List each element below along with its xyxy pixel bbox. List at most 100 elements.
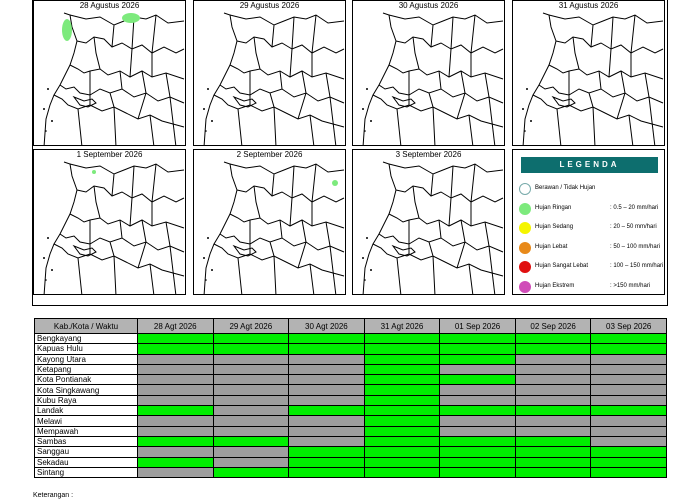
no-rain-cell	[288, 384, 365, 396]
no-rain-cell	[590, 425, 667, 437]
legend-swatch	[519, 183, 531, 195]
region-map	[203, 12, 345, 145]
no-rain-cell	[590, 363, 667, 376]
rain-cell	[514, 446, 592, 458]
rain-area	[332, 180, 338, 186]
rain-cell	[288, 405, 365, 417]
no-rain-cell	[212, 456, 290, 468]
legend-swatch	[519, 261, 531, 273]
rain-cell	[514, 466, 592, 479]
region-name: Melawi	[34, 415, 138, 427]
rain-cell	[590, 405, 667, 417]
region-name: Kubu Raya	[34, 394, 138, 407]
rain-cell	[514, 456, 592, 468]
no-rain-cell	[514, 363, 592, 376]
rain-cell	[590, 446, 667, 458]
rain-cell	[137, 456, 214, 468]
table-row: Ketapang	[34, 363, 667, 376]
map-panel: 29 Agustus 2026	[193, 0, 346, 146]
legend-item: Hujan Sangat Lebat: 100 – 150 mm/hari	[517, 261, 665, 275]
no-rain-cell	[514, 425, 592, 437]
no-rain-cell	[514, 415, 592, 427]
rain-cell	[288, 466, 365, 479]
legend-label: Hujan Ringan	[535, 204, 572, 211]
legend-swatch	[519, 222, 531, 234]
map-date-title: 1 September 2026	[76, 150, 143, 159]
no-rain-cell	[590, 415, 667, 427]
no-rain-cell	[288, 425, 365, 437]
table-row: Kota Pontianak	[34, 374, 667, 386]
rain-cell	[439, 374, 516, 386]
no-rain-cell	[590, 384, 667, 396]
rain-cell	[363, 343, 441, 355]
table-header-row: Kab./Kota / Waktu 28 Agt 2026 29 Agt 2026…	[34, 318, 667, 334]
legend-label: Berawan / Tidak Hujan	[535, 185, 596, 191]
rain-cell	[590, 456, 667, 468]
no-rain-cell	[514, 374, 592, 386]
region-name: Sambas	[34, 435, 138, 448]
rain-cell	[439, 353, 516, 365]
table-row: Landak	[34, 405, 667, 417]
no-rain-cell	[439, 384, 516, 396]
no-rain-cell	[288, 374, 365, 386]
table-row: Mempawah	[34, 425, 667, 437]
rain-cell	[363, 425, 441, 437]
no-rain-cell	[514, 353, 592, 365]
no-rain-cell	[288, 363, 365, 376]
region-name: Kota Singkawang	[34, 384, 138, 396]
no-rain-cell	[439, 394, 516, 407]
rain-cell	[363, 374, 441, 386]
no-rain-cell	[439, 415, 516, 427]
region-map	[203, 161, 345, 294]
map-date-title: 29 Agustus 2026	[239, 1, 300, 10]
rain-cell	[590, 343, 667, 355]
rain-cell	[514, 435, 592, 448]
no-rain-cell	[137, 425, 214, 437]
map-panel: 30 Agustus 2026	[352, 0, 505, 146]
legend-item: Hujan Ekstrem: >150 mm/hari	[517, 280, 665, 295]
region-name: Bengkayang	[34, 332, 138, 345]
table-row: Bengkayang	[34, 332, 667, 345]
region-name: Kayong Utara	[34, 353, 138, 365]
table-header-date: 01 Sep 2026	[439, 318, 516, 334]
no-rain-cell	[212, 415, 290, 427]
legend-label: Hujan Sangat Lebat	[535, 263, 589, 269]
rain-cell	[288, 343, 365, 355]
rain-cell	[212, 332, 290, 345]
map-date-title: 28 Agustus 2026	[79, 1, 140, 10]
map-date-title: 31 Agustus 2026	[558, 1, 619, 10]
legend-swatch	[519, 241, 531, 254]
region-map	[43, 161, 185, 294]
region-name: Ketapang	[34, 363, 138, 376]
map-panel: 1 September 2026	[33, 149, 186, 295]
rain-cell	[363, 446, 441, 458]
map-date-title: 30 Agustus 2026	[398, 1, 459, 10]
legend-range: : >150 mm/hari	[610, 282, 651, 289]
no-rain-cell	[137, 363, 214, 376]
no-rain-cell	[212, 384, 290, 396]
region-name: Landak	[34, 405, 138, 417]
rain-cell	[363, 435, 441, 448]
rain-cell	[514, 332, 592, 345]
rain-cell	[137, 343, 214, 355]
no-rain-cell	[514, 384, 592, 396]
rain-cell	[439, 435, 516, 448]
region-map	[362, 12, 504, 145]
rain-cell	[363, 332, 441, 345]
no-rain-cell	[137, 466, 214, 479]
footnote: Keterangan :	[33, 492, 74, 499]
table-row: Kubu Raya	[34, 394, 667, 407]
region-name: Sintang	[34, 466, 138, 479]
rain-cell	[514, 343, 592, 355]
legend-label: Hujan Sedang	[535, 224, 574, 230]
rain-cell	[590, 332, 667, 345]
no-rain-cell	[212, 425, 290, 437]
rain-cell	[212, 343, 290, 355]
legend-item: Berawan / Tidak Hujan	[517, 183, 665, 197]
no-rain-cell	[137, 415, 214, 427]
no-rain-cell	[212, 394, 290, 407]
no-rain-cell	[590, 353, 667, 365]
rain-cell	[439, 405, 516, 417]
no-rain-cell	[288, 394, 365, 407]
rain-cell	[363, 405, 441, 417]
